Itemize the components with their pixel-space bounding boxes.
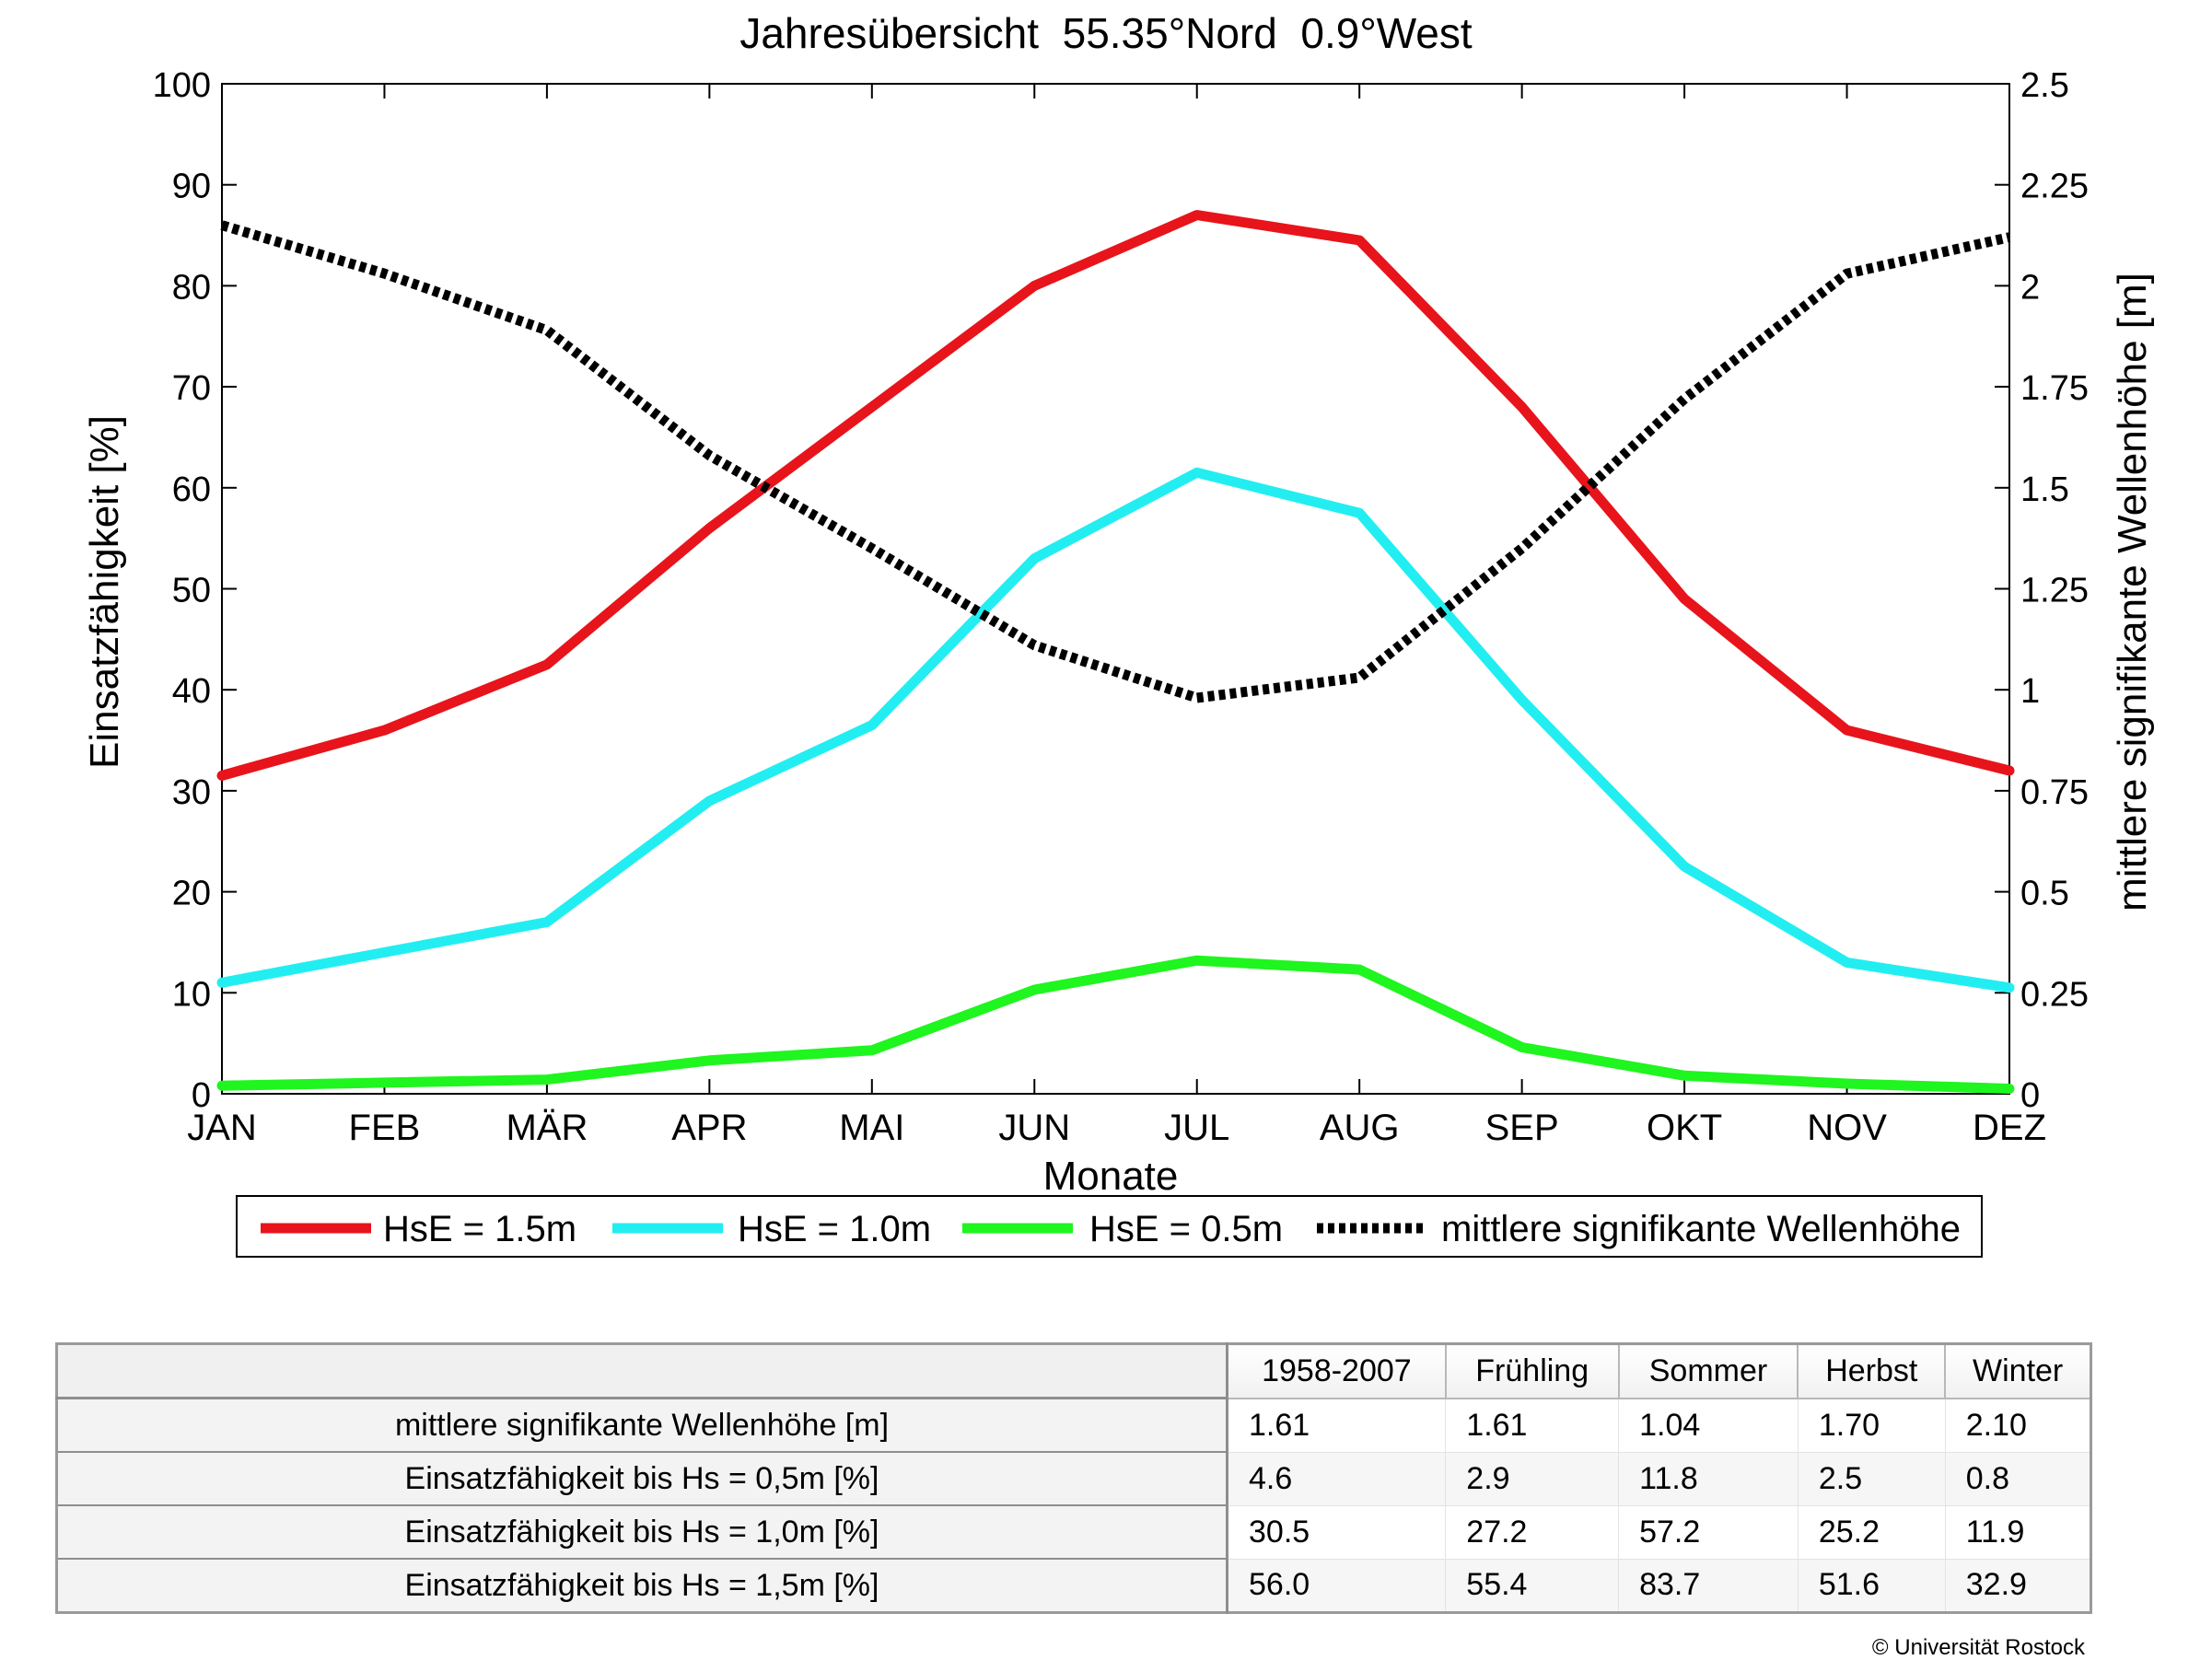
table-cell: 11.9 (1944, 1504, 2092, 1560)
table-row-label: mittlere signifikante Wellenhöhe [m] (55, 1397, 1228, 1453)
table-header-row: 1958-2007 Frühling Sommer Herbst Winter (55, 1342, 2092, 1399)
table-row: Einsatzfähigkeit bis Hs = 1,0m [%] 30.5 … (55, 1504, 2092, 1560)
copyright-notice: © Universität Rostock (1871, 1635, 2085, 1660)
table-cell: 55.4 (1445, 1558, 1620, 1613)
y-tick-label-left: 80 (172, 268, 211, 307)
x-tick-label: JUL (1164, 1108, 1229, 1148)
y-tick-label-left: 10 (172, 975, 211, 1014)
table-cell: 1.70 (1797, 1398, 1946, 1453)
x-tick-label: SEP (1485, 1108, 1559, 1148)
table-cell: 1.61 (1226, 1398, 1447, 1453)
x-tick-label: NOV (1807, 1108, 1887, 1148)
x-tick-label: MAI (839, 1108, 904, 1148)
y-tick-label-left: 50 (172, 572, 211, 610)
y-tick-label-left: 0 (192, 1076, 211, 1115)
table-cell: 25.2 (1797, 1504, 1946, 1560)
table-header-cell: Frühling (1444, 1342, 1620, 1399)
table-cell: 0.8 (1944, 1451, 2092, 1506)
table-row-label: Einsatzfähigkeit bis Hs = 1,0m [%] (55, 1504, 1228, 1560)
y-tick-label-right: 0.5 (2020, 875, 2069, 913)
statistics-table: 1958-2007 Frühling Sommer Herbst Winter … (55, 1342, 2092, 1614)
y-tick-label-left: 40 (172, 672, 211, 711)
y-tick-label-left: 90 (172, 168, 211, 206)
x-axis-label: Monate (1043, 1154, 1179, 1199)
x-tick-label: JUN (998, 1108, 1070, 1148)
y-tick-label-left: 70 (172, 369, 211, 408)
y-tick-label-right: 1.75 (2020, 369, 2089, 408)
table-cell: 57.2 (1618, 1504, 1799, 1560)
y-tick-label-right: 1 (2020, 672, 2040, 711)
y-tick-label-right: 2 (2020, 268, 2040, 307)
table-row: Einsatzfähigkeit bis Hs = 0,5m [%] 4.6 2… (55, 1451, 2092, 1506)
legend-label: HsE = 1.0m (738, 1209, 931, 1249)
table-cell: 2.10 (1944, 1398, 2092, 1453)
x-tick-label: AUG (1320, 1108, 1400, 1148)
table-cell: 4.6 (1226, 1451, 1447, 1506)
y-tick-label-right: 2.5 (2020, 66, 2069, 105)
series-line-0 (216, 210, 2015, 781)
table-cell: 27.2 (1445, 1504, 1620, 1560)
y-tick-label-right: 1.25 (2020, 572, 2089, 610)
legend-label: HsE = 0.5m (1089, 1209, 1283, 1249)
plot-frame (221, 83, 2010, 1095)
table-row-label: Einsatzfähigkeit bis Hs = 1,5m [%] (55, 1558, 1228, 1614)
table-cell: 11.8 (1618, 1451, 1799, 1506)
table-cell: 1.61 (1445, 1398, 1620, 1453)
x-tick-label: DEZ (1973, 1108, 2046, 1148)
y-tick-label-left: 30 (172, 773, 211, 812)
x-tick-label: JAN (187, 1108, 257, 1148)
legend-box (236, 1195, 1983, 1258)
y-tick-label-right: 0.25 (2020, 975, 2089, 1014)
table-row-label: Einsatzfähigkeit bis Hs = 0,5m [%] (55, 1451, 1228, 1506)
table-header-cell: Winter (1944, 1342, 2092, 1399)
table-corner-cell (55, 1342, 1228, 1399)
x-tick-label: MÄR (506, 1108, 588, 1148)
table-cell: 2.9 (1445, 1451, 1620, 1506)
y-axis-label-left: Einsatzfähigkeit [%] (82, 415, 127, 769)
table-cell: 1.04 (1618, 1398, 1799, 1453)
series-line-2 (216, 955, 2015, 1094)
legend-label: mittlere signifikante Wellenhöhe (1441, 1209, 1961, 1249)
y-axis-label-right: mittlere signifikante Wellenhöhe [m] (2110, 273, 2155, 911)
annual-overview-chart: Jahresübersicht 55.35°Nord 0.9°West 0102… (82, 9, 2155, 1258)
y-tick-label-left: 60 (172, 470, 211, 509)
table-header-cell: Sommer (1617, 1342, 1799, 1399)
chart-legend: HsE = 1.5m HsE = 1.0m HsE = 0.5m mittlere s… (236, 1195, 1983, 1258)
table-cell: 51.6 (1797, 1558, 1946, 1613)
legend-label: HsE = 1.5m (383, 1209, 576, 1249)
table-header-cell: Herbst (1797, 1342, 1947, 1399)
x-tick-label: FEB (349, 1108, 421, 1148)
table-cell: 83.7 (1618, 1558, 1799, 1613)
x-tick-label: OKT (1647, 1108, 1722, 1148)
x-tick-label: APR (671, 1108, 747, 1148)
chart-title: Jahresübersicht 55.35°Nord 0.9°West (739, 9, 1473, 57)
series-line-1 (216, 467, 2015, 993)
table-row: mittlere signifikante Wellenhöhe [m] 1.6… (55, 1397, 2092, 1453)
y-tick-label-right: 2.25 (2020, 168, 2089, 206)
series-line-3 (220, 220, 2011, 703)
y-tick-label-right: 0.75 (2020, 773, 2089, 812)
table-cell: 30.5 (1226, 1504, 1447, 1560)
table-cell: 56.0 (1226, 1558, 1447, 1613)
table-cell: 32.9 (1944, 1558, 2092, 1613)
table-row: Einsatzfähigkeit bis Hs = 1,5m [%] 56.0 … (55, 1558, 2092, 1614)
y-tick-label-right: 1.5 (2020, 470, 2069, 509)
table-header-cell: 1958-2007 (1226, 1342, 1447, 1399)
y-tick-label-left: 100 (153, 66, 211, 105)
y-tick-label-right: 0 (2020, 1076, 2040, 1115)
plot-area: 0 10 20 30 40 50 60 70 80 90 100 0 0.25 0.5 0.75 1 1.25 1… (153, 66, 2089, 1148)
table-cell: 2.5 (1797, 1451, 1946, 1506)
y-tick-label-left: 20 (172, 875, 211, 913)
